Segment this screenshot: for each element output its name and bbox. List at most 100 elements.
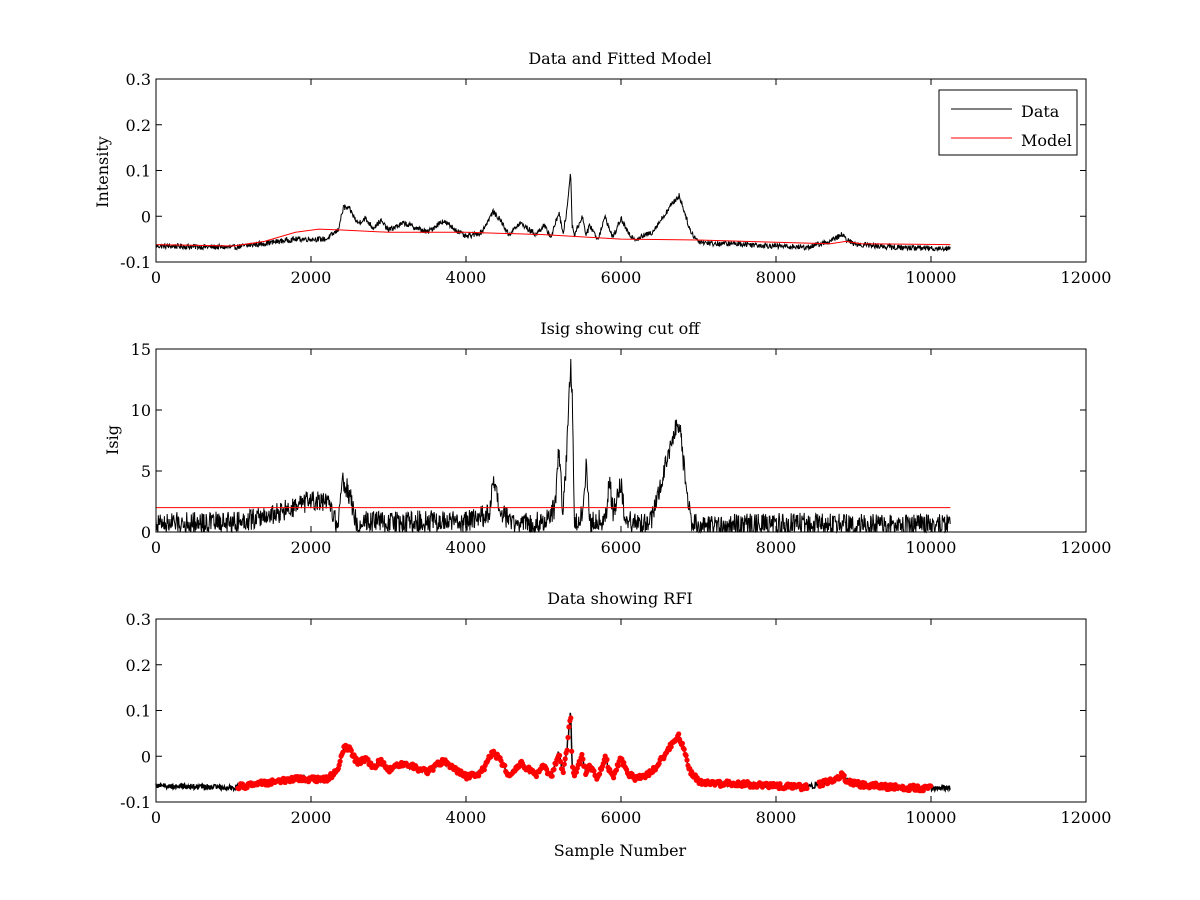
rfi-point bbox=[430, 767, 436, 773]
rfi-point bbox=[244, 785, 250, 791]
rfi-point bbox=[569, 748, 575, 754]
rfi-point bbox=[604, 756, 610, 763]
rfi-point bbox=[533, 773, 540, 780]
y-tick-label: 0.3 bbox=[126, 610, 151, 629]
y-tick-label: 5 bbox=[141, 462, 151, 481]
rfi-point bbox=[621, 760, 627, 766]
x-tick-label: 0 bbox=[151, 808, 161, 827]
y-tick-label: 0 bbox=[141, 523, 151, 542]
rfi-point bbox=[911, 782, 917, 789]
rfi-point bbox=[613, 767, 620, 773]
rfi-points bbox=[235, 715, 934, 794]
x-tick-label: 10000 bbox=[906, 538, 957, 557]
x-tick-label: 6000 bbox=[601, 268, 642, 287]
rfi-point bbox=[311, 774, 317, 780]
rfi-point bbox=[841, 772, 847, 779]
y-tick-label: 10 bbox=[131, 401, 151, 420]
rfi-point bbox=[348, 748, 354, 754]
rfi-point bbox=[883, 782, 889, 788]
plot-area bbox=[155, 358, 951, 534]
plot-area bbox=[155, 173, 951, 253]
x-tick-label: 8000 bbox=[756, 268, 797, 287]
rfi-point bbox=[579, 751, 585, 758]
rfi-point bbox=[573, 769, 580, 775]
rfi-point bbox=[681, 746, 687, 752]
rfi-point bbox=[562, 756, 568, 762]
rfi-point bbox=[565, 734, 571, 741]
rfi-point bbox=[566, 724, 572, 730]
plot-area bbox=[155, 712, 951, 794]
series-line-model bbox=[155, 228, 951, 247]
x-tick-label: 10000 bbox=[906, 808, 957, 827]
rfi-point bbox=[481, 767, 487, 773]
rfi-point bbox=[568, 715, 574, 721]
axis-ticks: 0 2000 4000 6000 8000 10000 12000-0.100.10.20.… bbox=[120, 70, 1111, 287]
legend-label-data: Data bbox=[1021, 102, 1060, 121]
y-tick-label: 0 bbox=[141, 207, 151, 226]
rfi-point bbox=[591, 768, 597, 774]
x-tick-label: 4000 bbox=[446, 268, 487, 287]
series-line-isig bbox=[155, 358, 951, 534]
legend-box bbox=[938, 89, 1078, 156]
rfi-point bbox=[615, 763, 621, 769]
rfi-point bbox=[544, 766, 550, 773]
rfi-point bbox=[560, 769, 566, 776]
rfi-point bbox=[611, 775, 617, 781]
y-axis-label: Intensity bbox=[93, 136, 112, 208]
x-tick-label: 0 bbox=[151, 268, 161, 287]
x-tick-label: 2000 bbox=[291, 268, 332, 287]
rfi-point bbox=[820, 782, 826, 789]
rfi-point bbox=[597, 771, 603, 777]
x-tick-label: 4000 bbox=[446, 538, 487, 557]
x-tick-label: 12000 bbox=[1061, 268, 1112, 287]
x-tick-label: 8000 bbox=[756, 808, 797, 827]
rfi-point bbox=[684, 757, 690, 763]
y-tick-label: 0.1 bbox=[126, 162, 151, 181]
axis-ticks: 0 2000 4000 6000 8000 10000 12000-0.100.10.20.… bbox=[120, 610, 1111, 827]
chart-title: Isig showing cut off bbox=[540, 319, 701, 338]
rfi-point bbox=[656, 760, 662, 767]
y-axis-label: Isig bbox=[103, 425, 122, 455]
chart-panel-isig: Isig showing cut off Isig 0 2000 4000 6000 8… bbox=[103, 319, 1111, 557]
rfi-point bbox=[551, 766, 557, 773]
y-tick-label: 0.2 bbox=[126, 116, 151, 135]
rfi-point bbox=[920, 788, 926, 794]
x-tick-label: 0 bbox=[151, 538, 161, 557]
rfi-point bbox=[337, 758, 343, 764]
chart-title: Data showing RFI bbox=[547, 589, 692, 608]
rfi-point bbox=[557, 759, 564, 765]
rfi-point bbox=[777, 781, 783, 787]
rfi-point bbox=[549, 773, 555, 779]
chart-title: Data and Fitted Model bbox=[528, 49, 711, 68]
x-tick-label: 12000 bbox=[1061, 538, 1112, 557]
x-tick-label: 2000 bbox=[291, 538, 332, 557]
y-tick-label: -0.1 bbox=[120, 253, 151, 272]
rfi-point bbox=[557, 752, 563, 759]
x-tick-label: 12000 bbox=[1061, 808, 1112, 827]
rfi-point bbox=[561, 761, 567, 767]
rfi-point bbox=[668, 744, 674, 750]
chart-panel-data-model: Data and Fitted Model Intensity 0 2000 400… bbox=[93, 49, 1111, 287]
axis-ticks: 0 2000 4000 6000 8000 10000 12000 0 5 10 15 bbox=[131, 340, 1112, 557]
rfi-point bbox=[804, 785, 810, 792]
x-tick-label: 4000 bbox=[446, 808, 487, 827]
x-tick-label: 8000 bbox=[756, 538, 797, 557]
rfi-point bbox=[683, 752, 689, 759]
rfi-point bbox=[553, 761, 559, 767]
legend-label-model: Model bbox=[1021, 131, 1072, 150]
y-tick-label: 0 bbox=[141, 747, 151, 766]
rfi-point bbox=[502, 762, 508, 769]
y-tick-label: 15 bbox=[131, 340, 151, 359]
rfi-point bbox=[580, 756, 586, 762]
rfi-point bbox=[365, 756, 371, 763]
x-tick-label: 6000 bbox=[601, 538, 642, 557]
rfi-point bbox=[577, 761, 583, 767]
x-tick-label: 10000 bbox=[906, 268, 957, 287]
x-tick-label: 6000 bbox=[601, 808, 642, 827]
x-tick-label: 2000 bbox=[291, 808, 332, 827]
chart-panel-rfi: Data showing RFI 0 2000 4000 6000 8000 10000 1… bbox=[120, 589, 1111, 860]
rfi-point bbox=[564, 747, 570, 753]
legend: Data Model bbox=[938, 89, 1078, 156]
y-tick-label: -0.1 bbox=[120, 793, 151, 812]
